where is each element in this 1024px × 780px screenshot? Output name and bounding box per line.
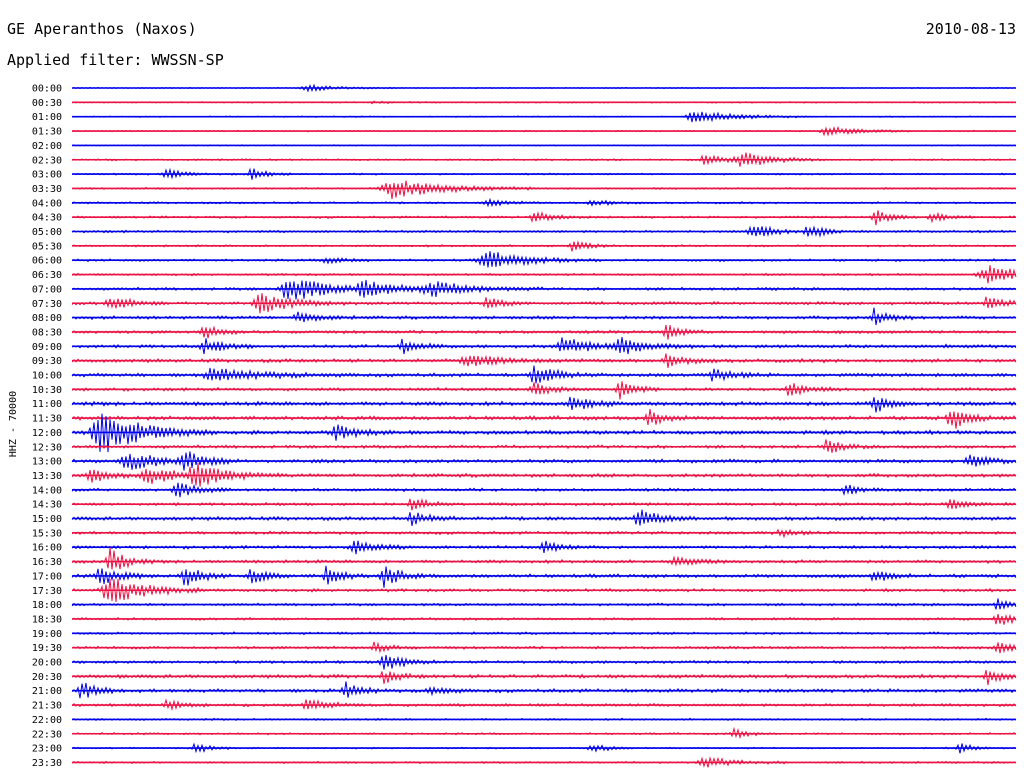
time-tick-label: 06:00: [32, 256, 62, 267]
time-tick-label: 11:30: [32, 414, 62, 425]
time-tick-label: 05:30: [32, 241, 62, 252]
time-tick-label: 20:30: [32, 672, 62, 683]
channel-label: HHZ - 70000: [8, 391, 19, 457]
trace-line: [71, 681, 1017, 699]
time-tick-label: 10:30: [32, 385, 62, 396]
time-tick-label: 17:00: [32, 571, 62, 582]
time-tick-label: 00:30: [32, 98, 62, 109]
time-tick-label: 23:30: [32, 758, 62, 769]
time-tick-label: 02:00: [32, 141, 62, 152]
time-tick-label: 14:30: [32, 500, 62, 511]
time-tick-label: 04:30: [32, 213, 62, 224]
time-tick-label: 01:30: [32, 127, 62, 138]
time-tick-label: 05:00: [32, 227, 62, 238]
time-tick-label: 19:00: [32, 629, 62, 640]
time-tick-label: 03:30: [32, 184, 62, 195]
time-tick-label: 00:00: [32, 84, 62, 95]
time-tick-label: 18:00: [32, 600, 62, 611]
time-tick-label: 08:00: [32, 313, 62, 324]
time-tick-label: 01:00: [32, 112, 62, 123]
time-tick-label: 20:00: [32, 658, 62, 669]
time-tick-label: 07:30: [32, 299, 62, 310]
trace-line: [71, 251, 1017, 268]
time-tick-label: 18:30: [32, 614, 62, 625]
time-tick-label: 11:00: [32, 399, 62, 410]
trace-group: [71, 83, 1017, 768]
time-tick-label: 12:00: [32, 428, 62, 439]
time-tick-label: 09:30: [32, 356, 62, 367]
time-tick-label: 15:30: [32, 528, 62, 539]
time-tick-label: 04:00: [32, 198, 62, 209]
trace-line: [71, 409, 1017, 429]
time-tick-label: 15:00: [32, 514, 62, 525]
time-tick-label: 12:30: [32, 442, 62, 453]
date-label: 2010-08-13: [925, 20, 1016, 38]
time-tick-label: 03:00: [32, 170, 62, 181]
time-tick-label: 23:00: [32, 744, 62, 755]
time-tick-label: 16:30: [32, 557, 62, 568]
time-tick-label: 13:30: [32, 471, 62, 482]
trace-line: [71, 381, 1017, 400]
trace-line: [71, 307, 1017, 326]
trace-line: [71, 180, 1017, 200]
time-tick-label: 16:00: [32, 543, 62, 554]
time-tick-label: 21:30: [32, 701, 62, 712]
trace-line: [71, 669, 1017, 686]
time-label-group: 00:00 00:30 01:00 01:30 02:00 02:30 03:00 03:30…: [32, 84, 62, 769]
time-tick-label: 22:30: [32, 729, 62, 740]
time-tick-label: 21:00: [32, 686, 62, 697]
time-tick-label: 22:00: [32, 715, 62, 726]
trace-line: [71, 565, 1017, 588]
time-tick-label: 02:30: [32, 155, 62, 166]
time-tick-label: 14:00: [32, 485, 62, 496]
time-tick-label: 19:30: [32, 643, 62, 654]
time-tick-label: 06:30: [32, 270, 62, 281]
time-tick-label: 09:00: [32, 342, 62, 353]
time-tick-label: 13:00: [32, 457, 62, 468]
station-title: GE Aperanthos (Naxos): [7, 20, 197, 38]
time-tick-label: 07:00: [32, 284, 62, 295]
filter-label: Applied filter: WWSSN-SP: [7, 51, 224, 69]
time-tick-label: 08:30: [32, 327, 62, 338]
trace-line: [71, 396, 1017, 413]
time-tick-label: 17:30: [32, 586, 62, 597]
time-tick-label: 10:00: [32, 371, 62, 382]
